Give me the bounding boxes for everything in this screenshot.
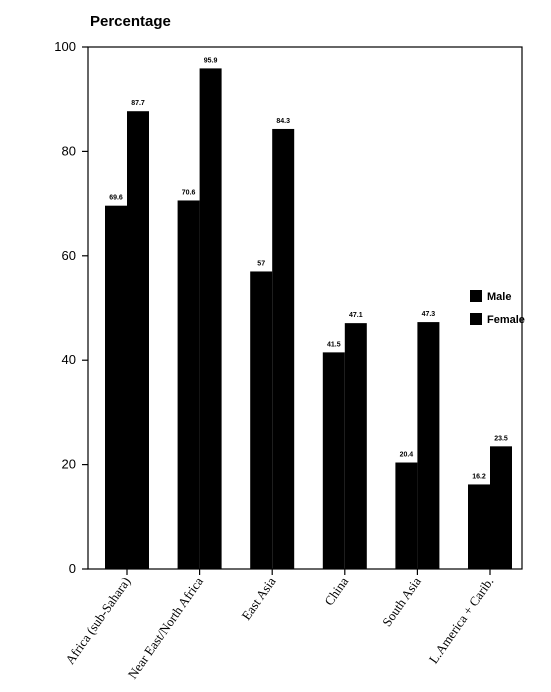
x-tick-label: South Asia bbox=[379, 574, 424, 629]
bar-male bbox=[468, 484, 490, 569]
data-label: 47.1 bbox=[349, 312, 363, 319]
data-label: 95.9 bbox=[204, 57, 218, 64]
bar-female bbox=[272, 128, 295, 570]
data-label: 47.3 bbox=[422, 311, 436, 318]
x-tick-label: China bbox=[321, 574, 351, 608]
legend-swatch-female bbox=[470, 313, 482, 325]
x-tick-label: Near East/North Africa bbox=[125, 574, 207, 682]
y-tick-label: 20 bbox=[62, 457, 76, 472]
data-label: 16.2 bbox=[472, 473, 486, 480]
y-tick-label: 80 bbox=[62, 143, 76, 158]
chart-title: Percentage bbox=[90, 13, 171, 30]
legend-label-female: Female bbox=[487, 314, 525, 326]
bar-female bbox=[417, 322, 440, 569]
bar-male bbox=[395, 462, 418, 569]
y-tick-label: 0 bbox=[69, 561, 76, 576]
bar-male bbox=[105, 205, 127, 570]
data-label: 69.6 bbox=[109, 195, 123, 202]
x-tick-label: East Asia bbox=[238, 574, 278, 623]
legend-swatch-male bbox=[470, 290, 482, 302]
bar-female bbox=[199, 68, 222, 569]
plot-frame bbox=[87, 46, 523, 570]
bar-male bbox=[322, 352, 345, 569]
y-tick-label: 60 bbox=[62, 248, 76, 263]
y-tick-label: 40 bbox=[62, 352, 76, 367]
x-tick-label: Africa (sub-Sahara) bbox=[62, 574, 133, 667]
y-axis: 0 20 40 60 80 100 bbox=[54, 39, 88, 576]
x-axis: Africa (sub-Sahara)Near East/North Afric… bbox=[62, 569, 496, 681]
legend: Male Female bbox=[470, 290, 525, 326]
data-label: 70.6 bbox=[182, 189, 196, 196]
data-label: 41.5 bbox=[327, 341, 341, 348]
bar-female bbox=[490, 446, 512, 569]
x-tick-label: L.America + Carib. bbox=[426, 574, 497, 666]
data-label: 84.3 bbox=[276, 118, 290, 125]
y-tick-label: 100 bbox=[54, 39, 76, 54]
data-label: 23.5 bbox=[494, 435, 508, 442]
bar-male bbox=[177, 200, 200, 569]
bar-male bbox=[250, 271, 273, 569]
data-label: 20.4 bbox=[400, 452, 414, 459]
bar-female bbox=[344, 323, 367, 569]
bar-female bbox=[127, 111, 149, 570]
data-labels: 69.6 87.7 70.6 95.9 57 84.3 41.5 47.1 20.4 47.3 16… bbox=[109, 57, 508, 480]
bars bbox=[105, 68, 512, 570]
legend-label-male: Male bbox=[487, 291, 511, 303]
data-label: 87.7 bbox=[131, 100, 145, 107]
data-label: 57 bbox=[257, 260, 265, 267]
